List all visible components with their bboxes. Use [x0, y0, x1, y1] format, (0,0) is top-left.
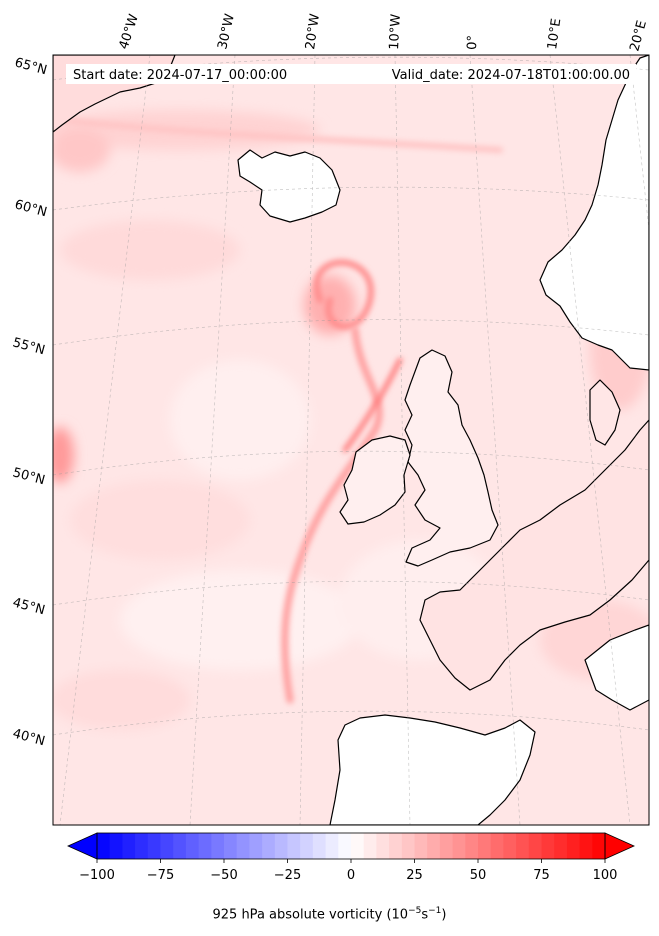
colorbar-cell: [401, 833, 415, 859]
colorbar-cell: [478, 833, 492, 859]
graticule: [53, 55, 649, 825]
colorbar-cell: [363, 833, 377, 859]
lon-label-30w: 30°W: [215, 12, 238, 50]
colorbar-cell: [592, 833, 606, 859]
land: [53, 55, 649, 825]
colorbar-cell: [262, 833, 276, 859]
colorbar-cell: [338, 833, 352, 859]
great-britain-coast: [404, 349, 499, 567]
colorbar-cell: [312, 833, 327, 859]
colorbar-cell: [579, 833, 593, 859]
iceland-coast: [237, 149, 341, 223]
start-date-label: Start date: 2024-07-17_00:00:00: [73, 68, 287, 83]
scandinavia-coast: [539, 55, 649, 371]
colorbar-tick-label: −100: [79, 868, 115, 883]
colorbar-cell: [287, 833, 301, 859]
longitude-labels: 40°W 30°W 20°W 10°W 0° 10°E 20°E: [117, 12, 650, 53]
colorbar-cell: [528, 833, 542, 859]
lat-label-60n: 60°N: [13, 197, 49, 220]
colorbar-cell: [376, 833, 390, 859]
colorbar-cell: [351, 833, 365, 859]
europe-coast: [419, 419, 649, 691]
lon-label-40w: 40°W: [117, 12, 142, 51]
colorbar-cell: [236, 833, 250, 859]
colorbar-tick-label: −75: [147, 868, 174, 883]
colorbar-cell: [554, 833, 568, 859]
colorbar-cell: [325, 833, 339, 859]
colorbar-tick-label: −50: [210, 868, 237, 883]
colorbar-ticks: −100 −75 −50 −25 0 25 50 75 100: [79, 859, 617, 883]
iberia-coast: [329, 714, 536, 825]
colorbar-cell: [439, 833, 454, 859]
colorbar-cell: [224, 833, 238, 859]
lat-label-40n: 40°N: [11, 726, 47, 749]
colorbar-cell: [249, 833, 263, 859]
denmark-coast: [589, 379, 621, 446]
colorbar-cell: [185, 833, 200, 859]
colorbar-cell: [97, 833, 111, 859]
colorbar-tick-label: 50: [470, 868, 487, 883]
front-band: [57, 117, 503, 704]
colorbar-tick-label: 100: [593, 868, 618, 883]
colorbar-cell: [452, 833, 466, 859]
colorbar-cell: [503, 833, 517, 859]
map-frame: [52, 54, 650, 826]
valid-date-label: Valid_date: 2024-07-18T01:00:00.00: [392, 68, 630, 83]
header-box: [66, 64, 636, 84]
colorbar-cell: [109, 833, 123, 859]
lon-label-20e: 20°E: [627, 19, 650, 53]
colorbar-cell: [427, 833, 441, 859]
colorbar-label: 925 hPa absolute vorticity (10−5s−1): [212, 906, 447, 923]
lat-label-55n: 55°N: [11, 335, 47, 358]
colorbar-cell: [160, 833, 174, 859]
latitude-labels: 65°N 60°N 55°N 50°N 45°N 40°N: [11, 55, 49, 749]
colorbar-cell: [147, 833, 161, 859]
colorbar-tick-label: −25: [274, 868, 301, 883]
colorbar-cell: [274, 833, 288, 859]
colorbar-cell: [389, 833, 403, 859]
colorbar-cell: [173, 833, 187, 859]
colorbar-cell: [541, 833, 555, 859]
colorbar: −100 −75 −50 −25 0 25 50 75 100: [67, 832, 635, 883]
colorbar-cell: [198, 833, 212, 859]
colorbar-tick-label: 0: [347, 868, 355, 883]
lat-label-50n: 50°N: [11, 465, 47, 488]
colorbar-cell: [465, 833, 479, 859]
map-area: [53, 55, 649, 825]
colorbar-cell: [122, 833, 136, 859]
lon-label-0: 0°: [465, 35, 481, 50]
colorbar-cell: [516, 833, 530, 859]
colorbar-tick-label: 75: [533, 868, 550, 883]
ireland-coast: [339, 435, 411, 525]
colorbar-cell: [414, 833, 428, 859]
lon-label-20w: 20°W: [303, 13, 323, 51]
colorbar-cell: [135, 833, 149, 859]
colorbar-tick-label: 25: [406, 868, 423, 883]
lon-label-10w: 10°W: [387, 13, 404, 50]
lat-label-45n: 45°N: [11, 595, 47, 618]
colorbar-low-extend: [67, 832, 98, 860]
colorbar-cell: [211, 833, 225, 859]
lat-label-65n: 65°N: [13, 55, 49, 78]
colorbar-high-extend: [604, 832, 635, 860]
colorbar-cell: [300, 833, 314, 859]
lon-label-10e: 10°E: [545, 18, 564, 51]
colorbar-cells: [97, 833, 606, 859]
colorbar-cell: [490, 833, 504, 859]
colorbar-cell: [566, 833, 581, 859]
italy-coast: [584, 624, 649, 711]
